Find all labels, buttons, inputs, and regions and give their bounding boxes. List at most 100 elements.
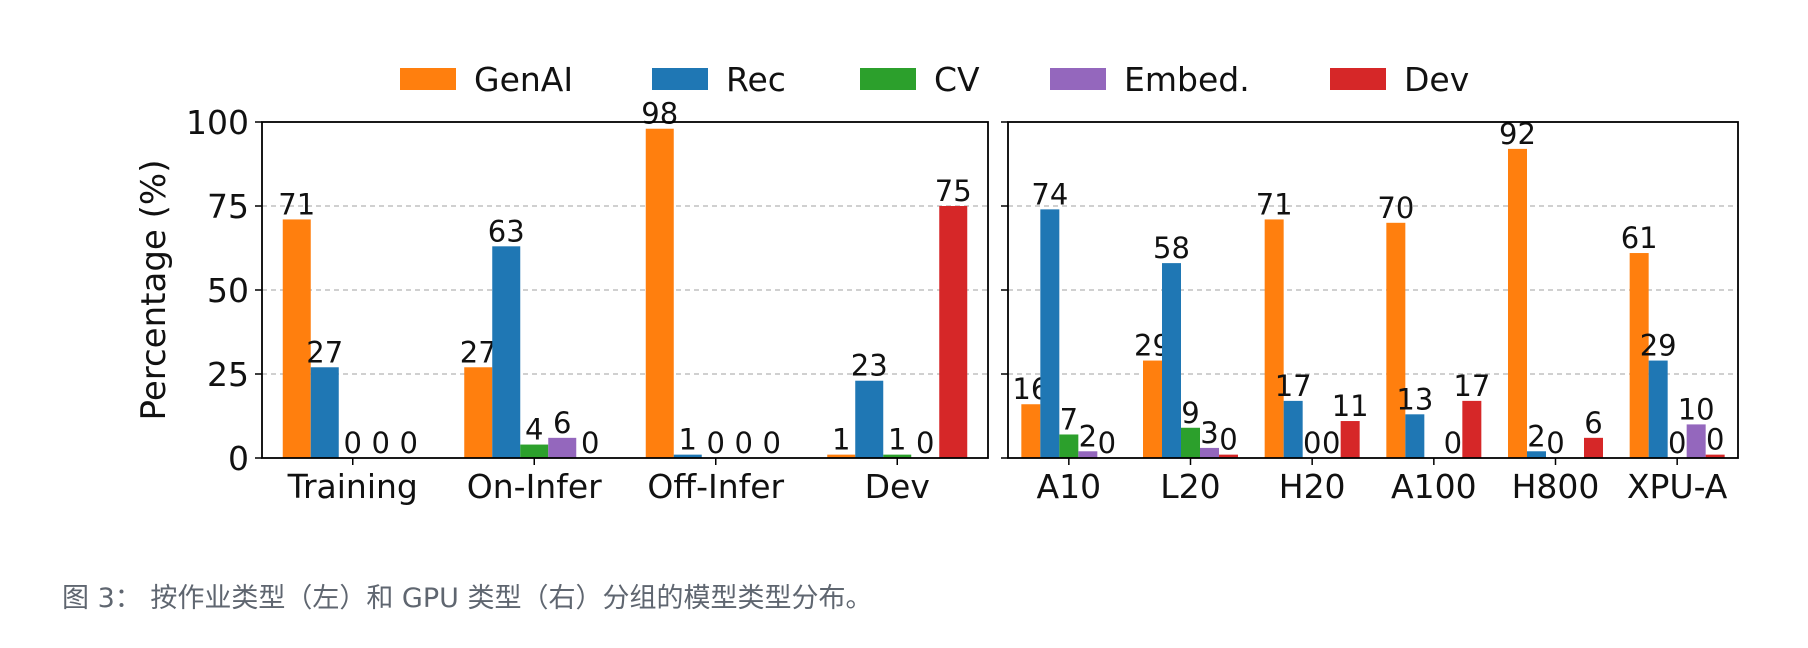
bar-genai: [1143, 360, 1162, 458]
bar-embed: [1200, 447, 1219, 458]
bar-genai: [282, 219, 311, 458]
y-tick-label: 75: [207, 187, 249, 226]
bar-genai: [1021, 404, 1041, 458]
bar-rec: [673, 454, 702, 458]
data-label: 29: [1640, 329, 1677, 363]
figure-caption: 图 3： 按作业类型（左）和 GPU 类型（右）分组的模型类型分布。: [62, 583, 873, 614]
data-label: 70: [1377, 191, 1414, 225]
legend-label: Dev: [1404, 60, 1469, 99]
x-tick-label: Training: [287, 467, 418, 506]
bar-rec: [1648, 360, 1668, 458]
bar-cv: [1059, 434, 1079, 458]
bar-rec: [1527, 451, 1546, 458]
data-label: 0: [1706, 423, 1724, 457]
legend-label: Rec: [726, 60, 786, 99]
y-tick-label: 0: [228, 439, 249, 478]
bar-genai: [645, 128, 674, 458]
bar-rec: [492, 246, 521, 458]
bar-rec: [1162, 263, 1181, 458]
bar-rec: [1283, 400, 1303, 458]
bar-genai: [1386, 222, 1406, 458]
data-label: 0: [581, 426, 599, 460]
x-tick-label: H800: [1512, 467, 1600, 506]
data-label: 71: [278, 187, 315, 221]
x-tick-label: Dev: [865, 467, 930, 506]
legend-label: Embed.: [1124, 60, 1250, 99]
bar-genai: [1629, 253, 1649, 458]
bar-embed: [1078, 451, 1098, 458]
legend-swatch: [1050, 68, 1106, 90]
data-label: 27: [306, 335, 343, 369]
data-label: 0: [763, 426, 781, 460]
data-label: 27: [460, 335, 497, 369]
bar-dev: [1462, 400, 1482, 458]
data-label: 0: [1444, 426, 1462, 460]
data-label: 75: [935, 174, 972, 208]
bar-genai: [1508, 148, 1527, 458]
y-tick-label: 100: [186, 103, 249, 142]
data-label: 2: [1079, 419, 1097, 453]
y-tick-label: 50: [207, 271, 249, 310]
data-label: 0: [400, 426, 418, 460]
bar-dev: [1219, 454, 1238, 458]
data-label: 0: [735, 426, 753, 460]
data-label: 4: [525, 413, 543, 447]
data-label: 98: [641, 97, 678, 131]
data-label: 13: [1396, 382, 1433, 416]
bar-cv: [883, 454, 912, 458]
plot-frame: [261, 121, 989, 459]
data-label: 58: [1153, 231, 1190, 265]
data-label: 1: [679, 423, 697, 457]
data-label: 1: [888, 423, 906, 457]
bar-cv: [1181, 427, 1200, 458]
data-label: 17: [1275, 369, 1312, 403]
bar-genai: [464, 367, 493, 458]
data-label: 17: [1453, 369, 1490, 403]
bar-rec: [310, 367, 339, 458]
x-tick-label: L20: [1160, 467, 1220, 506]
data-label: 0: [916, 426, 934, 460]
data-label: 0: [372, 426, 390, 460]
data-label: 63: [488, 214, 525, 248]
bar-embed: [548, 437, 577, 458]
bar-rec: [1405, 414, 1425, 458]
data-label: 0: [344, 426, 362, 460]
legend-swatch: [400, 68, 456, 90]
data-label: 74: [1031, 177, 1068, 211]
bar-embed: [1686, 424, 1706, 458]
x-tick-label: Off-Infer: [647, 467, 784, 506]
data-label: 23: [851, 349, 888, 383]
bar-rec: [1040, 209, 1060, 458]
bar-cv: [520, 444, 549, 458]
x-tick-label: On-Infer: [467, 467, 602, 506]
bar-dev: [1340, 421, 1360, 458]
data-label: 61: [1621, 221, 1658, 255]
data-label: 9: [1181, 396, 1199, 430]
bar-genai: [1264, 219, 1284, 458]
data-label: 6: [553, 406, 571, 440]
data-label: 0: [1098, 426, 1116, 460]
data-label: 0: [1322, 426, 1340, 460]
y-tick-label: 25: [207, 355, 249, 394]
data-label: 3: [1200, 416, 1218, 450]
legend-label: GenAI: [474, 60, 573, 99]
data-label: 0: [707, 426, 725, 460]
data-label: 0: [1668, 426, 1686, 460]
bar-dev: [1584, 437, 1603, 458]
data-label: 10: [1678, 392, 1715, 426]
x-tick-label: H20: [1279, 467, 1346, 506]
legend-swatch: [652, 68, 708, 90]
bar-dev: [1705, 454, 1725, 458]
data-label: 71: [1256, 187, 1293, 221]
data-label: 1: [832, 423, 850, 457]
x-tick-label: A100: [1391, 467, 1477, 506]
x-tick-label: A10: [1037, 467, 1102, 506]
legend-label: CV: [934, 60, 980, 99]
bar-rec: [855, 380, 884, 458]
y-axis-title: Percentage (%): [134, 160, 174, 421]
data-label: 7: [1060, 402, 1078, 436]
data-label: 0: [1303, 426, 1321, 460]
legend-swatch: [1330, 68, 1386, 90]
plot-frame: [1007, 121, 1739, 459]
